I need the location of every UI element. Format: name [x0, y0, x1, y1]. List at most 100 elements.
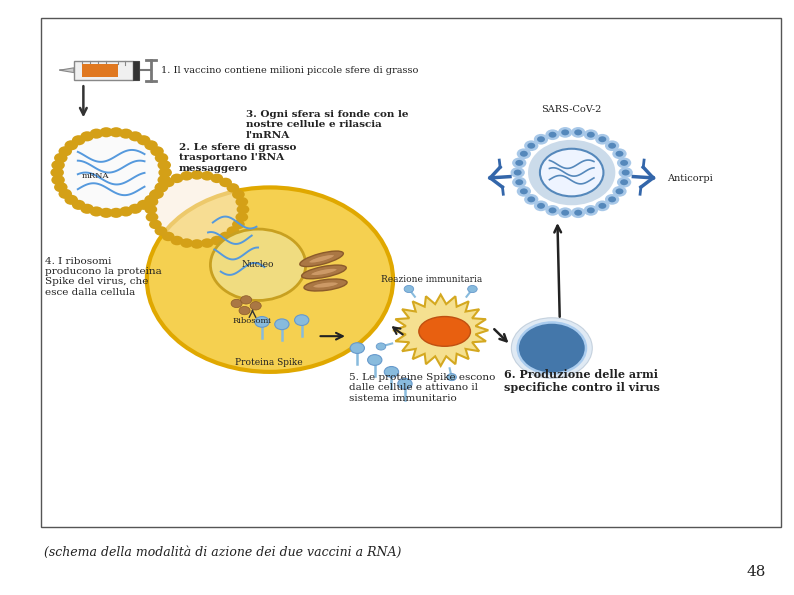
- FancyBboxPatch shape: [133, 61, 139, 80]
- Circle shape: [219, 231, 232, 241]
- Circle shape: [110, 208, 123, 218]
- Circle shape: [59, 146, 72, 156]
- Circle shape: [584, 129, 598, 140]
- Text: (schema della modalità di azione dei due vaccini a RNA): (schema della modalità di azione dei due…: [44, 546, 401, 559]
- Circle shape: [612, 148, 626, 159]
- Circle shape: [255, 317, 269, 327]
- Circle shape: [162, 178, 175, 187]
- Circle shape: [59, 189, 72, 199]
- Circle shape: [191, 239, 203, 249]
- Circle shape: [241, 296, 252, 304]
- Circle shape: [468, 286, 477, 293]
- Circle shape: [236, 212, 249, 222]
- Circle shape: [295, 315, 309, 325]
- Circle shape: [571, 127, 585, 137]
- Circle shape: [571, 208, 585, 218]
- Circle shape: [210, 229, 306, 300]
- Circle shape: [534, 134, 548, 145]
- Circle shape: [90, 129, 103, 139]
- Circle shape: [72, 200, 86, 210]
- Circle shape: [180, 239, 193, 248]
- Circle shape: [561, 210, 569, 216]
- Circle shape: [155, 183, 168, 193]
- Circle shape: [99, 208, 113, 218]
- Circle shape: [574, 210, 582, 216]
- Circle shape: [250, 302, 261, 310]
- FancyBboxPatch shape: [74, 61, 133, 80]
- Circle shape: [612, 186, 626, 197]
- Circle shape: [159, 168, 172, 177]
- Circle shape: [52, 160, 65, 170]
- Circle shape: [226, 226, 239, 236]
- Circle shape: [90, 206, 103, 217]
- Circle shape: [524, 140, 538, 151]
- Text: SARS-CoV-2: SARS-CoV-2: [542, 105, 602, 114]
- Circle shape: [517, 148, 531, 159]
- Circle shape: [608, 143, 616, 149]
- Ellipse shape: [300, 251, 343, 267]
- Circle shape: [620, 179, 628, 185]
- Text: 48: 48: [747, 565, 766, 580]
- Circle shape: [54, 182, 67, 192]
- Circle shape: [110, 127, 123, 137]
- Ellipse shape: [304, 279, 347, 291]
- Ellipse shape: [313, 282, 338, 288]
- Text: mRNA: mRNA: [82, 171, 109, 180]
- Circle shape: [587, 131, 595, 137]
- Circle shape: [514, 170, 522, 176]
- Circle shape: [201, 239, 214, 248]
- Circle shape: [232, 220, 245, 229]
- Circle shape: [368, 355, 382, 365]
- Circle shape: [239, 306, 250, 315]
- Text: Anticorpi: Anticorpi: [667, 174, 713, 183]
- Circle shape: [617, 177, 631, 187]
- Polygon shape: [60, 68, 74, 73]
- Circle shape: [129, 131, 142, 142]
- Circle shape: [149, 220, 162, 229]
- Ellipse shape: [310, 268, 337, 275]
- Circle shape: [549, 208, 557, 214]
- Text: 2. Le sfere di grasso
trasportano l'RNA
messaggero: 2. Le sfere di grasso trasportano l'RNA …: [179, 143, 296, 173]
- Circle shape: [620, 160, 628, 166]
- Circle shape: [236, 197, 249, 206]
- Circle shape: [511, 318, 592, 378]
- Circle shape: [149, 190, 162, 199]
- Circle shape: [608, 196, 616, 202]
- Circle shape: [599, 203, 607, 209]
- Circle shape: [157, 160, 171, 170]
- Circle shape: [150, 146, 164, 156]
- Circle shape: [231, 299, 242, 308]
- Ellipse shape: [309, 255, 334, 263]
- Circle shape: [574, 129, 582, 135]
- Circle shape: [376, 343, 386, 350]
- Circle shape: [615, 151, 623, 156]
- Circle shape: [51, 168, 64, 177]
- Circle shape: [512, 158, 526, 168]
- Circle shape: [80, 203, 94, 214]
- Circle shape: [384, 367, 399, 377]
- Circle shape: [512, 177, 526, 187]
- Circle shape: [545, 129, 560, 140]
- Circle shape: [210, 236, 223, 245]
- Circle shape: [527, 143, 535, 149]
- Circle shape: [145, 140, 158, 151]
- Circle shape: [150, 189, 164, 199]
- Circle shape: [350, 343, 364, 353]
- Circle shape: [99, 127, 113, 137]
- FancyBboxPatch shape: [82, 64, 118, 77]
- Circle shape: [80, 131, 94, 142]
- Circle shape: [72, 135, 86, 145]
- Circle shape: [398, 378, 412, 389]
- Circle shape: [54, 153, 67, 163]
- Circle shape: [237, 205, 249, 214]
- Circle shape: [155, 226, 168, 236]
- Circle shape: [605, 140, 619, 151]
- Circle shape: [619, 167, 633, 178]
- Circle shape: [129, 203, 142, 214]
- Circle shape: [119, 129, 133, 139]
- Circle shape: [518, 322, 586, 374]
- Circle shape: [171, 174, 183, 183]
- Circle shape: [537, 136, 545, 142]
- Circle shape: [145, 205, 157, 214]
- Circle shape: [155, 182, 168, 192]
